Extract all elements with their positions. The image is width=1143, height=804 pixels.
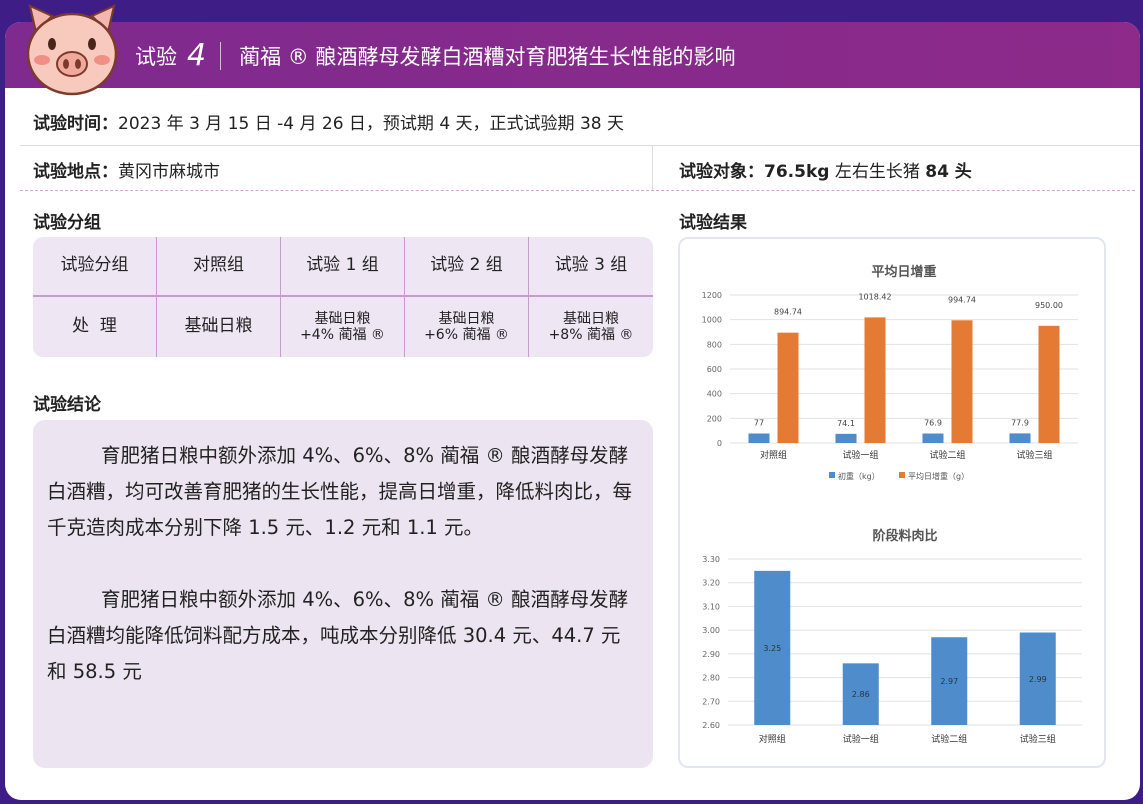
y-tick-label: 2.90: [702, 650, 720, 659]
y-tick-label: 3.20: [702, 579, 720, 588]
trial-time: 试验时间：2023 年 3 月 15 日 -4 月 26 日，预试期 4 天，正…: [33, 109, 624, 134]
trial-place-label: 试验地点：: [33, 162, 118, 182]
data-label: 2.97: [940, 677, 958, 686]
page-title: 试验 4 蔺福 ® 酿酒酵母发酵白酒糟对育肥猪生长性能的影响: [135, 38, 735, 73]
y-tick-label: 3.00: [702, 626, 720, 635]
table-cell: 基础日粮 +4% 蔺福 ®: [281, 297, 405, 357]
data-label: 74.1: [837, 419, 855, 428]
subject-count: 84 头: [925, 162, 972, 182]
grouping-table: 试验分组 对照组 试验 1 组 试验 2 组 试验 3 组 处 理 基础日粮 基…: [33, 237, 653, 357]
bar: [931, 637, 968, 725]
conclusion-panel: 育肥猪日粮中额外添加 4%、6%、8% 蔺福 ® 酿酒酵母发酵白酒糟，均可改善育…: [33, 420, 653, 768]
trial-time-label: 试验时间：: [33, 114, 118, 134]
data-label: 1018.42: [858, 292, 891, 301]
trial-place-value: 黄冈市麻城市: [118, 162, 220, 182]
legend-swatch: [829, 472, 835, 478]
y-tick-label: 2.80: [702, 674, 720, 683]
subject-desc: 左右生长猪: [829, 162, 926, 182]
data-label: 2.99: [1029, 675, 1047, 684]
y-tick-label: 400: [707, 390, 722, 399]
trial-place: 试验地点：黄冈市麻城市: [33, 157, 220, 182]
table-header-cell: 试验分组: [33, 237, 157, 297]
conclusion-paragraph: 育肥猪日粮中额外添加 4%、6%、8% 蔺福 ® 酿酒酵母发酵白酒糟均能降低饲料…: [47, 588, 629, 683]
y-tick-label: 1200: [702, 291, 722, 300]
y-tick-label: 600: [707, 365, 722, 374]
title-divider: [220, 41, 222, 70]
table-header-cell: 对照组: [157, 237, 281, 297]
title-text: 蔺福 ® 酿酒酵母发酵白酒糟对育肥猪生长性能的影响: [239, 44, 736, 69]
x-tick-label: 试验三组: [1016, 449, 1052, 461]
x-tick-label: 试验一组: [842, 449, 878, 461]
dashed-divider: [20, 190, 1135, 191]
title-label: 试验: [135, 44, 177, 69]
y-tick-label: 800: [707, 340, 722, 349]
x-tick-label: 对照组: [759, 733, 786, 745]
data-label: 994.74: [948, 295, 976, 304]
table-cell: 基础日粮: [157, 297, 281, 357]
conclusion-paragraph: 育肥猪日粮中额外添加 4%、6%、8% 蔺福 ® 酿酒酵母发酵白酒糟，均可改善育…: [47, 444, 633, 539]
table-cell: 基础日粮 +6% 蔺福 ®: [405, 297, 529, 357]
data-label: 894.74: [774, 308, 802, 317]
bar: [1038, 325, 1060, 443]
legend-label: 平均日增重（g）: [908, 471, 969, 481]
data-label: 2.86: [852, 690, 870, 699]
grouping-heading: 试验分组: [33, 213, 101, 233]
legend-label: 初重（kg）: [838, 471, 880, 481]
divider: [20, 145, 1140, 146]
bar: [842, 663, 879, 725]
y-tick-label: 2.60: [702, 721, 720, 730]
bar: [835, 433, 857, 443]
subject-weight: 76.5kg: [764, 162, 830, 182]
data-label: 76.9: [924, 419, 942, 428]
bar: [864, 317, 886, 443]
trial-time-value: 2023 年 3 月 15 日 -4 月 26 日，预试期 4 天，正式试验期 …: [118, 114, 624, 134]
bar: [777, 332, 799, 443]
x-tick-label: 试验三组: [1020, 733, 1056, 745]
x-tick-label: 试验二组: [929, 449, 965, 461]
x-tick-label: 对照组: [760, 449, 787, 461]
table-header-cell: 试验 1 组: [281, 237, 405, 297]
chart-title: 阶段料肉比: [872, 528, 937, 544]
x-tick-label: 试验一组: [843, 733, 879, 745]
data-label: 77: [754, 419, 764, 428]
conclusion-heading: 试验结论: [33, 395, 101, 415]
y-tick-label: 3.10: [702, 602, 720, 611]
bar: [1019, 632, 1056, 725]
bar: [951, 320, 973, 443]
y-tick-label: 3.30: [702, 555, 720, 564]
trial-subject: 试验对象：76.5kg 左右生长猪 84 头: [679, 157, 972, 182]
bar: [754, 570, 791, 725]
bar: [748, 433, 770, 443]
y-tick-label: 1000: [702, 316, 722, 325]
header-band: [5, 22, 1140, 88]
data-label: 950.00: [1035, 301, 1063, 310]
results-heading: 试验结果: [679, 213, 747, 233]
chart-title: 平均日增重: [871, 264, 936, 280]
y-tick-label: 2.70: [702, 697, 720, 706]
y-tick-label: 200: [707, 414, 722, 423]
table-cell: 处 理: [33, 297, 157, 357]
legend-swatch: [899, 472, 905, 478]
y-tick-label: 0: [717, 439, 722, 448]
title-number: 4: [187, 38, 207, 73]
data-label: 77.9: [1011, 418, 1029, 427]
data-label: 3.25: [763, 644, 781, 653]
table-cell: 基础日粮 +8% 蔺福 ®: [548, 310, 634, 343]
trial-subject-label: 试验对象：: [679, 162, 764, 182]
x-tick-label: 试验二组: [931, 733, 967, 745]
bar: [1009, 433, 1031, 443]
bar: [922, 433, 944, 443]
table-header-cell: 试验 3 组: [529, 237, 653, 297]
table-header-cell: 试验 2 组: [405, 237, 529, 297]
pig-mascot-icon: [26, 4, 118, 96]
divider: [652, 145, 653, 190]
